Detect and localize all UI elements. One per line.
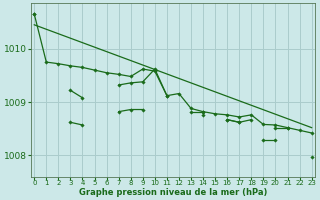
X-axis label: Graphe pression niveau de la mer (hPa): Graphe pression niveau de la mer (hPa) xyxy=(79,188,267,197)
